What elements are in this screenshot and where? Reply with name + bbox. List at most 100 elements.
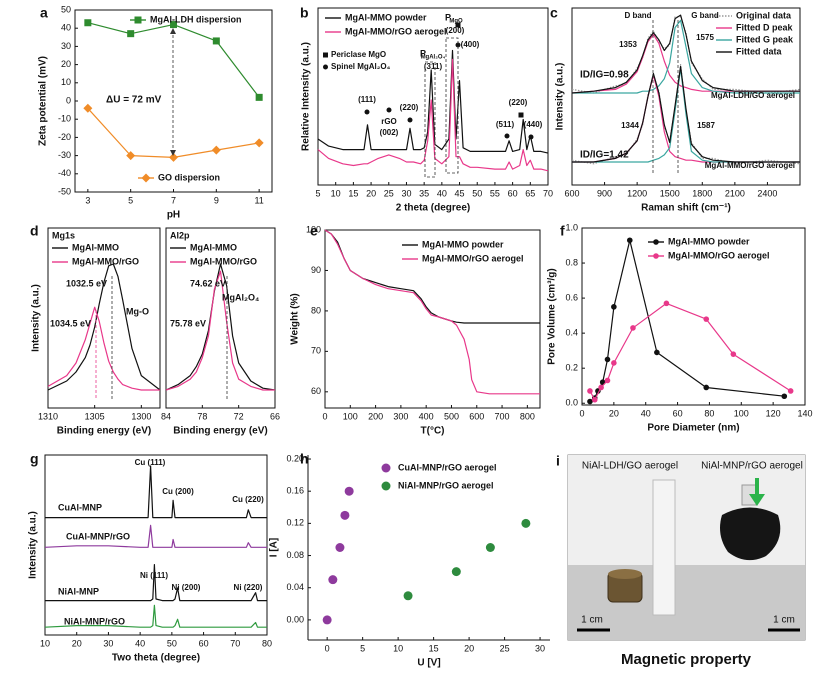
y-tick-label: 0.04: [286, 582, 304, 592]
marker: [485, 543, 495, 552]
x-tick-label: 25: [384, 188, 394, 198]
x-tick-label: 140: [797, 408, 812, 418]
marker: [335, 543, 345, 552]
x-tick-label: 5: [315, 188, 320, 198]
x-tick-label: 30: [401, 188, 411, 198]
y-tick-label: 70: [311, 346, 321, 356]
x-tick-label: 600: [564, 188, 579, 198]
x-tick-label: 55: [490, 188, 500, 198]
marker: [587, 398, 593, 405]
legend-label: GO dispersion: [158, 172, 220, 182]
y-tick-label: 0.2: [565, 363, 578, 373]
annotation: Periclase MgO: [331, 50, 386, 59]
series-line: [317, 58, 549, 172]
x-tick-label: 2400: [757, 188, 777, 198]
marker: [604, 356, 611, 363]
y-tick-label: 10: [61, 77, 71, 87]
marker: [730, 351, 737, 357]
annotation: (511): [496, 120, 515, 129]
x-tick-label: 10: [393, 643, 403, 653]
panel-letter: c: [550, 5, 558, 21]
glass-tube: [652, 479, 676, 616]
annotation: ΔU = 72 mV: [106, 95, 162, 106]
x-tick-label: 40: [641, 408, 651, 418]
x-tick-label: 60: [673, 408, 683, 418]
phase-key: [323, 52, 328, 58]
legend-label: Original data: [736, 10, 792, 20]
legend-label: Fitted G peak: [736, 34, 794, 44]
annotation: P: [445, 12, 451, 22]
panel-letter: e: [310, 223, 318, 239]
annotation: MgAl₂O₄: [222, 292, 259, 302]
series-line: [44, 604, 267, 628]
plot-frame: [165, 227, 276, 409]
x-tick-label: 60: [199, 638, 209, 648]
y-tick-label: 0.00: [286, 614, 304, 624]
legend-label: MgAl-MMO powder: [345, 12, 427, 22]
x-tick-label: 1200: [627, 188, 647, 198]
marker: [521, 518, 531, 528]
y-tick-label: 90: [311, 265, 321, 275]
annotation: Ni (220): [234, 583, 263, 592]
y-tick-label: 100: [306, 224, 321, 234]
marker: [403, 591, 413, 601]
x-tick-label: 20: [72, 638, 82, 648]
series-label: NiAl-MNP: [58, 586, 99, 596]
series-line: [571, 14, 800, 94]
x-tick-label: 25: [500, 643, 510, 653]
annotation: 1034.5 eV: [50, 318, 91, 328]
phase-marker: [364, 109, 370, 115]
legend-label: CuAl-MNP/rGO aerogel: [398, 462, 497, 472]
legend-label: MgAl-MMO powder: [668, 236, 750, 246]
annotation: Mg1s: [52, 230, 75, 240]
annotation: D band: [624, 11, 651, 20]
annotation: (220): [400, 103, 419, 112]
marker: [169, 152, 178, 162]
x-tick-label: 1305: [85, 411, 105, 421]
phase-marker: [386, 107, 392, 113]
y-tick-label: -50: [58, 186, 71, 196]
x-tick-label: 40: [437, 188, 447, 198]
annotation: Cu (111): [135, 458, 166, 467]
y-tick-label: 0.4: [565, 328, 578, 338]
x-tick-label: 5: [128, 195, 133, 205]
photo-label: NiAl-LDH/GO aerogel: [582, 461, 678, 472]
series-line: [572, 19, 800, 94]
series-line: [324, 229, 540, 395]
annotation: P: [420, 48, 426, 58]
marker: [254, 138, 264, 148]
legend-label: MgAl-MMO/rGO aerogel: [345, 26, 447, 36]
marker: [663, 300, 670, 307]
series-line: [317, 49, 549, 154]
x-tick-label: 45: [455, 188, 465, 198]
y-tick-label: 0.20: [286, 453, 304, 463]
y-axis-label: Intensity (a.u.): [555, 63, 566, 131]
y-tick-label: 60: [311, 386, 321, 396]
marker: [611, 360, 617, 366]
plot-frame: [47, 227, 161, 409]
annotation: Mg-O: [126, 306, 149, 316]
marker: [212, 37, 220, 45]
x-tick-label: 10: [40, 638, 50, 648]
series-label: NiAl-MNP/rGO: [64, 616, 125, 626]
annotation: 74.62 eV: [190, 278, 226, 288]
x-tick-label: 72: [234, 411, 244, 421]
marker: [587, 388, 593, 394]
plot-frame: [74, 9, 273, 193]
x-tick-label: 15: [348, 188, 358, 198]
x-axis-label: Pore Diameter (nm): [647, 423, 739, 434]
scale-label: 1 cm: [773, 615, 795, 626]
x-tick-label: 66: [270, 411, 280, 421]
legend-label: Fitted D peak: [736, 22, 794, 32]
annotation: rGO: [381, 117, 397, 126]
photo-panel: i NiAl-LDH/GO aerogel NiAl-MNP/rGO aerog…: [556, 453, 806, 668]
x-tick-label: 800: [520, 411, 535, 421]
annotation: 1587: [697, 121, 715, 130]
annotation: MgAl-MMO/rGO aerogel: [705, 161, 795, 170]
x-tick-label: 10: [331, 188, 341, 198]
annotation: G band: [691, 11, 719, 20]
x-axis-label: pH: [167, 210, 180, 221]
x-tick-label: 30: [535, 643, 545, 653]
x-tick-label: 70: [543, 188, 553, 198]
